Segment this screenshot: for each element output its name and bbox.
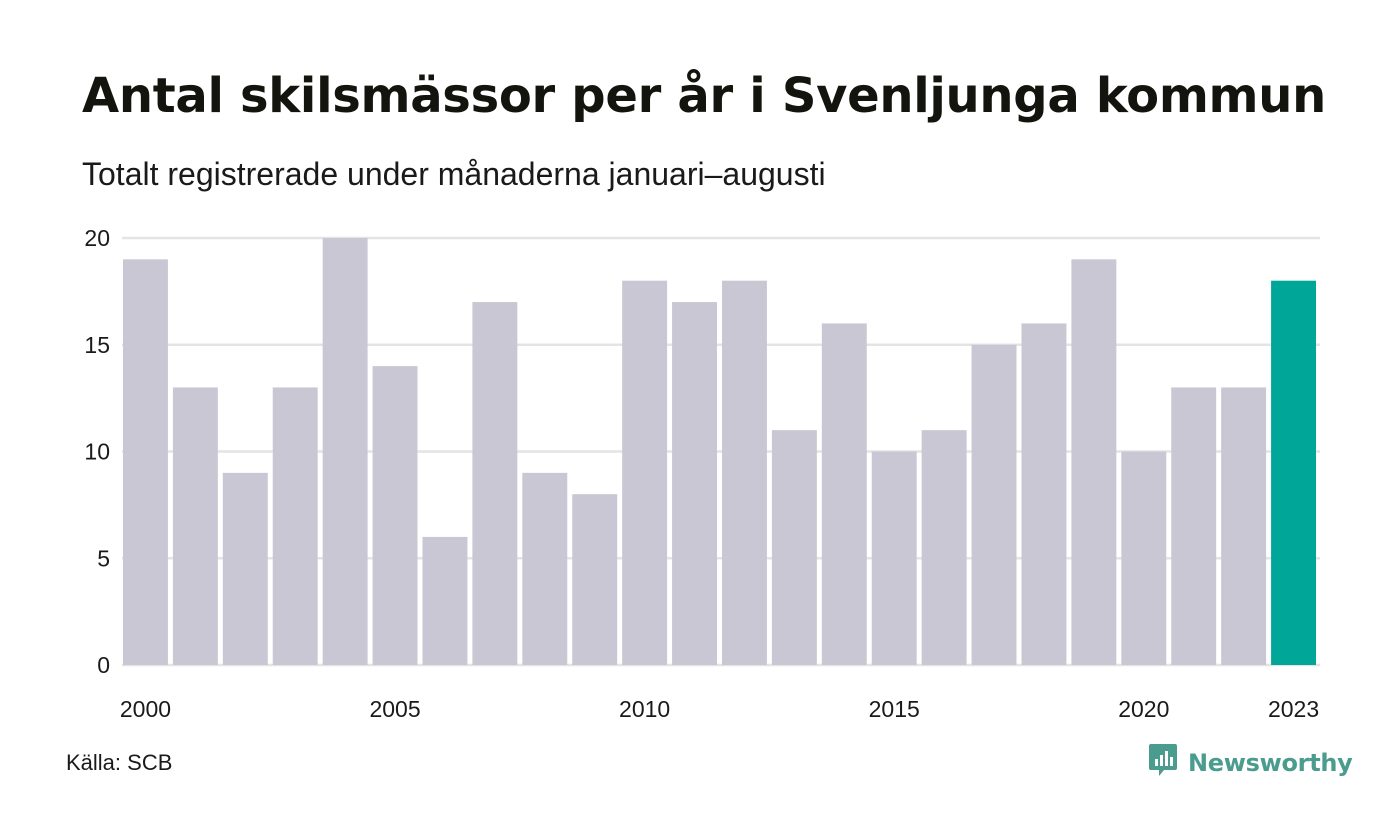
- bar-2001: [172, 387, 218, 665]
- y-tick-label: 10: [84, 439, 110, 465]
- newsworthy-logo-icon: [1148, 742, 1178, 783]
- y-tick-label: 20: [84, 225, 110, 251]
- bar-2012: [722, 280, 767, 665]
- y-tick-label: 5: [97, 545, 110, 571]
- bar-2006: [422, 536, 468, 665]
- bar-2019: [1071, 259, 1117, 665]
- bar-2018: [1021, 323, 1067, 665]
- x-tick-label: 2010: [619, 696, 670, 722]
- chart-subtitle: Totalt registrerade under månaderna janu…: [82, 156, 826, 192]
- x-tick-label: 2000: [120, 696, 171, 722]
- bar-2004: [322, 238, 368, 665]
- grid-lines: [122, 236, 1320, 667]
- bar-2023: [1271, 280, 1316, 665]
- bar-2007: [472, 302, 518, 665]
- bar-2005: [372, 366, 418, 665]
- bar-2009: [572, 494, 618, 665]
- x-tick-label: 2020: [1118, 696, 1169, 722]
- bar-2008: [522, 472, 568, 665]
- bar-2015: [871, 451, 917, 665]
- y-tick-label: 0: [97, 652, 110, 678]
- x-axis: 2000 2005 2010 2015 2020 2023: [120, 696, 1319, 722]
- bars: [123, 238, 1316, 665]
- y-axis: 0 5 10 15 20: [84, 225, 110, 678]
- chart-title: Antal skilsmässor per år i Svenljunga ko…: [82, 68, 1327, 124]
- bar-2002: [222, 472, 268, 665]
- source-note: Källa: SCB: [66, 750, 173, 775]
- x-tick-label: 2023: [1268, 696, 1319, 722]
- bar-2014: [821, 323, 867, 665]
- x-tick-label: 2015: [869, 696, 920, 722]
- bar-2003: [272, 387, 318, 665]
- bar-2021: [1171, 387, 1217, 665]
- bar-2020: [1121, 451, 1167, 665]
- brand-name: Newsworthy: [1188, 748, 1353, 777]
- bar-2017: [971, 344, 1017, 665]
- x-tick-label: 2005: [369, 696, 420, 722]
- bar-2000: [123, 259, 168, 665]
- bar-2016: [921, 430, 967, 665]
- brand[interactable]: Newsworthy: [1148, 742, 1353, 783]
- y-tick-label: 15: [84, 332, 110, 358]
- bar-2011: [672, 302, 717, 665]
- bar-2013: [771, 430, 817, 665]
- bar-2022: [1221, 387, 1267, 665]
- bar-2010: [622, 280, 668, 665]
